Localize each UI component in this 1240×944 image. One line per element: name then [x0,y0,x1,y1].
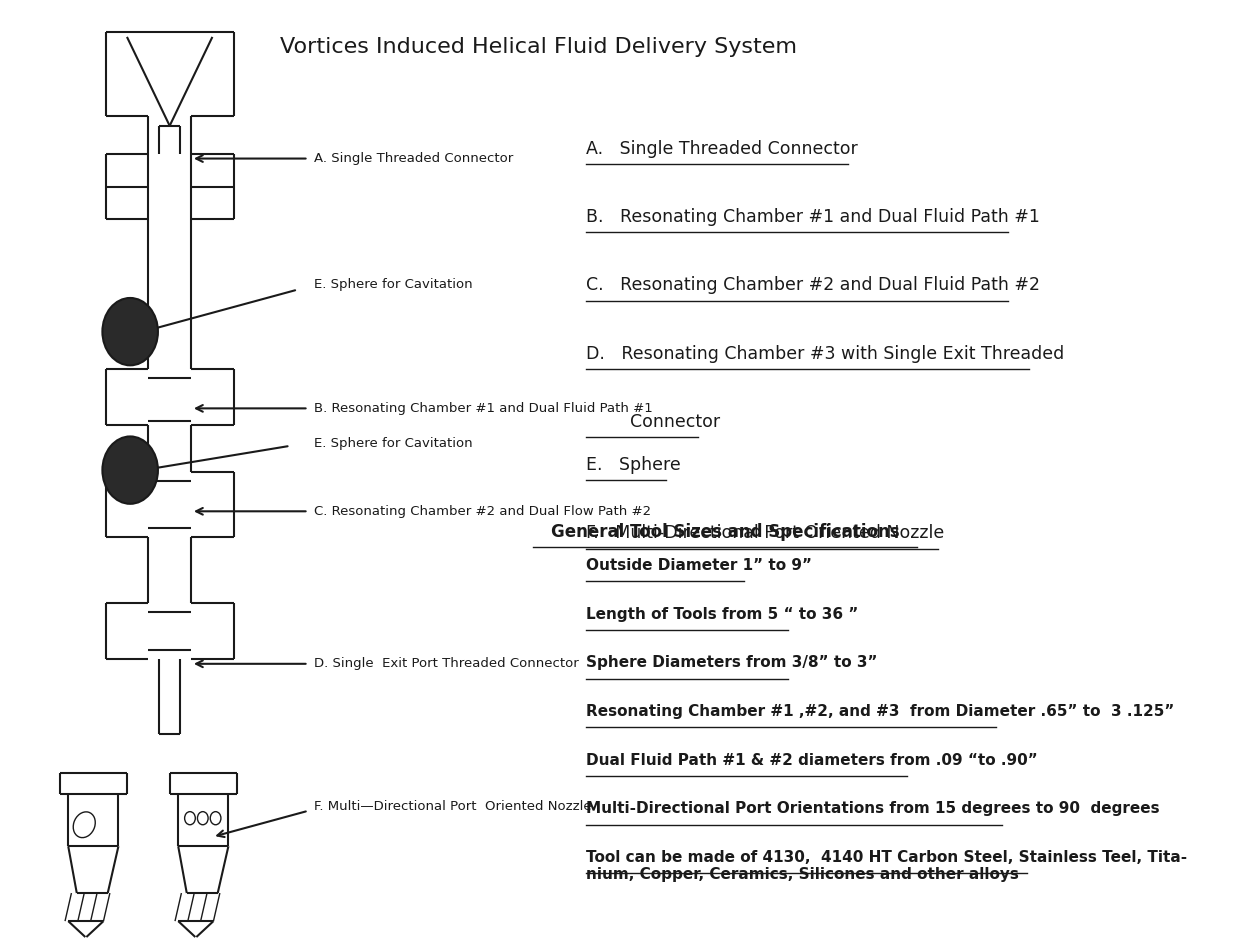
Text: C.   Resonating Chamber #2 and Dual Fluid Path #2: C. Resonating Chamber #2 and Dual Fluid … [587,277,1040,295]
Text: Dual Fluid Path #1 & #2 diameters from .09 “to .90”: Dual Fluid Path #1 & #2 diameters from .… [587,752,1038,767]
Text: C. Resonating Chamber #2 and Dual Flow Path #2: C. Resonating Chamber #2 and Dual Flow P… [314,505,651,518]
Text: Tool can be made of 4130,  4140 HT Carbon Steel, Stainless Teel, Tita-
nium, Cop: Tool can be made of 4130, 4140 HT Carbon… [587,850,1187,883]
Ellipse shape [103,436,157,504]
Text: E.   Sphere: E. Sphere [587,456,681,474]
Text: Resonating Chamber #1 ,#2, and #3  from Diameter .65” to  3 .125”: Resonating Chamber #1 ,#2, and #3 from D… [587,704,1174,719]
Text: E. Sphere for Cavitation: E. Sphere for Cavitation [314,437,472,450]
Ellipse shape [211,812,221,825]
Text: Multi-Directional Port Orientations from 15 degrees to 90  degrees: Multi-Directional Port Orientations from… [587,801,1159,817]
Text: F. Multi—Directional Port  Oriented Nozzle: F. Multi—Directional Port Oriented Nozzl… [314,801,591,814]
Ellipse shape [185,812,196,825]
Text: Length of Tools from 5 “ to 36 ”: Length of Tools from 5 “ to 36 ” [587,607,858,622]
Text: B.   Resonating Chamber #1 and Dual Fluid Path #1: B. Resonating Chamber #1 and Dual Fluid … [587,208,1040,227]
Text: A.   Single Threaded Connector: A. Single Threaded Connector [587,140,858,158]
Ellipse shape [73,812,95,837]
Text: Sphere Diameters from 3/8” to 3”: Sphere Diameters from 3/8” to 3” [587,655,878,670]
Text: A. Single Threaded Connector: A. Single Threaded Connector [314,152,513,165]
Ellipse shape [197,812,208,825]
Text: General Tool Sizes and Specifications: General Tool Sizes and Specifications [551,524,899,542]
Text: Outside Diameter 1” to 9”: Outside Diameter 1” to 9” [587,558,812,573]
Text: B. Resonating Chamber #1 and Dual Fluid Path #1: B. Resonating Chamber #1 and Dual Fluid … [314,402,652,414]
Ellipse shape [103,298,157,365]
Text: Vortices Induced Helical Fluid Delivery System: Vortices Induced Helical Fluid Delivery … [279,37,796,57]
Text: D. Single  Exit Port Threaded Connector: D. Single Exit Port Threaded Connector [314,657,579,670]
Text: Connector: Connector [587,413,720,431]
Text: E. Sphere for Cavitation: E. Sphere for Cavitation [314,278,472,292]
Text: F.   Multi-Directional Port Oriented Nozzle: F. Multi-Directional Port Oriented Nozzl… [587,525,945,543]
Text: D.   Resonating Chamber #3 with Single Exit Threaded: D. Resonating Chamber #3 with Single Exi… [587,345,1064,362]
